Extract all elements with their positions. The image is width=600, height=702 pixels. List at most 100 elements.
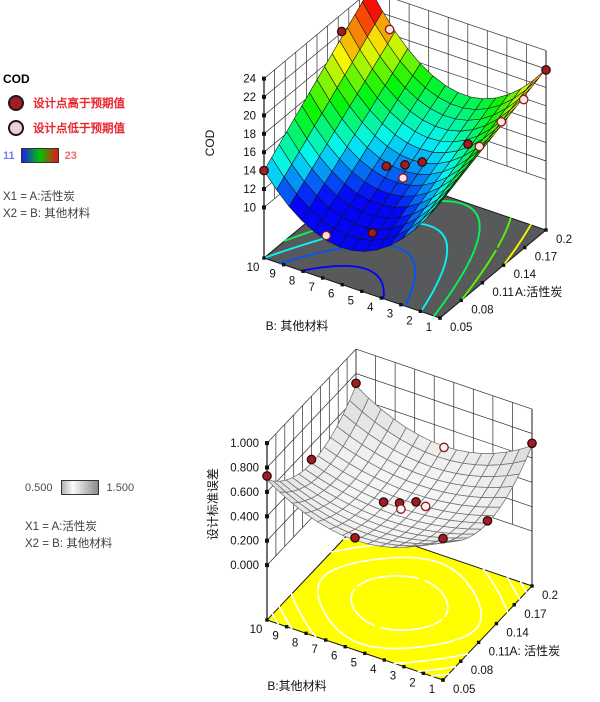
surface-mesh [266,385,533,548]
gray-scale-bar [60,480,99,495]
z-tick [265,489,269,494]
b-tick-label: 3 [387,309,393,321]
z-tick-label: 0.000 [230,560,259,572]
z-tick [265,514,269,519]
gray-scale-row: 0.500 1.500 [25,480,215,495]
a-axis: 0.05 0.08 0.11 0.14 0.17 0.2 A: 活性炭 [441,584,560,696]
design-point-above-icon [8,95,24,111]
z-tick [262,113,266,118]
below-label: 设计点低于预期值 [33,123,125,135]
gray-scale-max: 1.500 [106,481,135,494]
factor-x1: X1 = A:活性炭 [25,521,97,533]
design-point-below [384,24,395,35]
design-points [259,24,551,241]
b-tick-label: 2 [409,677,415,689]
z-tick-label: 0.800 [230,463,259,475]
b-axis-title: B: 其他材料 [266,319,329,333]
stderr-legend: 0.500 1.500 X1 = A:活性炭 X2 = B: 其他材料 [25,480,215,553]
design-point-above [463,139,473,149]
cod-legend: COD 设计点高于预期值 设计点低于预期值 11 23 X1 = A:活性炭 X… [3,72,198,223]
design-point-above [262,471,272,481]
a-tick-label: 0.14 [506,628,529,640]
z-tick [262,76,266,81]
a-tick-label: 0.08 [471,304,493,316]
design-point-above [336,26,347,37]
z-tick-label: 16 [243,147,256,159]
b-tick-label: 4 [370,664,377,676]
b-tick-label: 10 [247,262,260,274]
z-tick-label: 0.200 [230,536,259,548]
b-tick-label: 5 [351,657,357,669]
contour-level [350,574,449,632]
b-tick-label: 6 [331,651,337,663]
scale-max-value: 23 [64,149,77,162]
b-tick-label: 4 [367,302,374,314]
factor-x2: X2 = B: 其他材料 [25,538,113,550]
design-point-above [438,533,448,544]
design-point-below [398,173,408,183]
z-tick [262,95,266,99]
design-point-below [439,442,449,453]
design-point-above [306,454,317,465]
legend-below-row: 设计点低于预期值 [3,120,198,136]
z-tick-label: 10 [243,202,256,214]
design-point-above [367,228,378,238]
b-tick-label: 8 [289,275,295,287]
design-point-below [396,504,406,514]
design-point-above [417,157,428,167]
z-axis: 0.000 0.200 0.400 0.600 0.800 1.000 设计标准误差 [206,438,269,620]
z-tick [262,131,266,136]
a-tick-label: 0.17 [535,252,557,264]
a-tick-label: 0.11 [492,287,514,299]
contour-level [300,264,385,300]
a-tick-label: 0.17 [524,609,546,621]
a-tick-label: 0.2 [556,234,572,246]
z-tick-label: 0.600 [230,487,259,499]
b-tick-label: 5 [348,295,354,307]
design-point-below [518,94,529,105]
scale-min-value: 11 [3,149,15,162]
a-tick-label: 0.2 [542,590,558,602]
design-point-above [411,497,421,507]
z-tick-label: 24 [243,74,256,86]
b-axis-title: B:其他材料 [267,679,326,693]
z-tick [265,441,269,446]
z-axis-title: COD [203,129,217,156]
above-label: 设计点高于预期值 [33,98,125,110]
b-tick-label: 9 [269,269,275,281]
contour-level [316,556,483,650]
b-tick-label: 3 [390,671,396,683]
z-axis-title: 设计标准误差 [206,468,220,540]
b-tick-label: 1 [426,322,432,334]
b-tick-label: 7 [308,282,314,294]
z-tick-label: 0.400 [230,511,259,523]
design-point-below [496,116,507,127]
b-tick-label: 2 [406,315,412,327]
legend-title: COD [3,72,30,86]
design-point-above [381,161,392,172]
design-point-above [482,515,493,526]
a-axis-title: A: 活性炭 [510,644,561,658]
surface-mesh [263,0,547,252]
legend-above-row: 设计点高于预期值 [3,95,198,111]
b-tick-label: 6 [328,289,334,301]
design-point-above [351,378,361,389]
z-tick [262,150,266,155]
design-point-below [474,141,485,152]
z-tick-label: 12 [243,184,256,196]
b-tick-label: 1 [429,684,435,696]
b-tick-label: 10 [250,624,263,636]
design-point-above [400,160,410,170]
z-tick [262,205,266,210]
a-axis: 0.05 0.08 0.110.14 0.17 0.2 A:活性炭 [438,228,572,334]
z-tick-label: 18 [243,129,256,141]
a-tick-label: 0.11 [489,646,511,658]
z-tick-label: 1.000 [230,438,259,450]
factor-definitions: X1 = A:活性炭 X2 = B: 其他材料 [3,189,198,223]
factor-x1: X1 = A:活性炭 [3,191,75,203]
b-tick-label: 9 [272,631,278,643]
b-axis: 10 9 8 7 6 5 4 3 2 1 B: 其他材料 [247,256,442,334]
design-point-above [541,65,551,75]
